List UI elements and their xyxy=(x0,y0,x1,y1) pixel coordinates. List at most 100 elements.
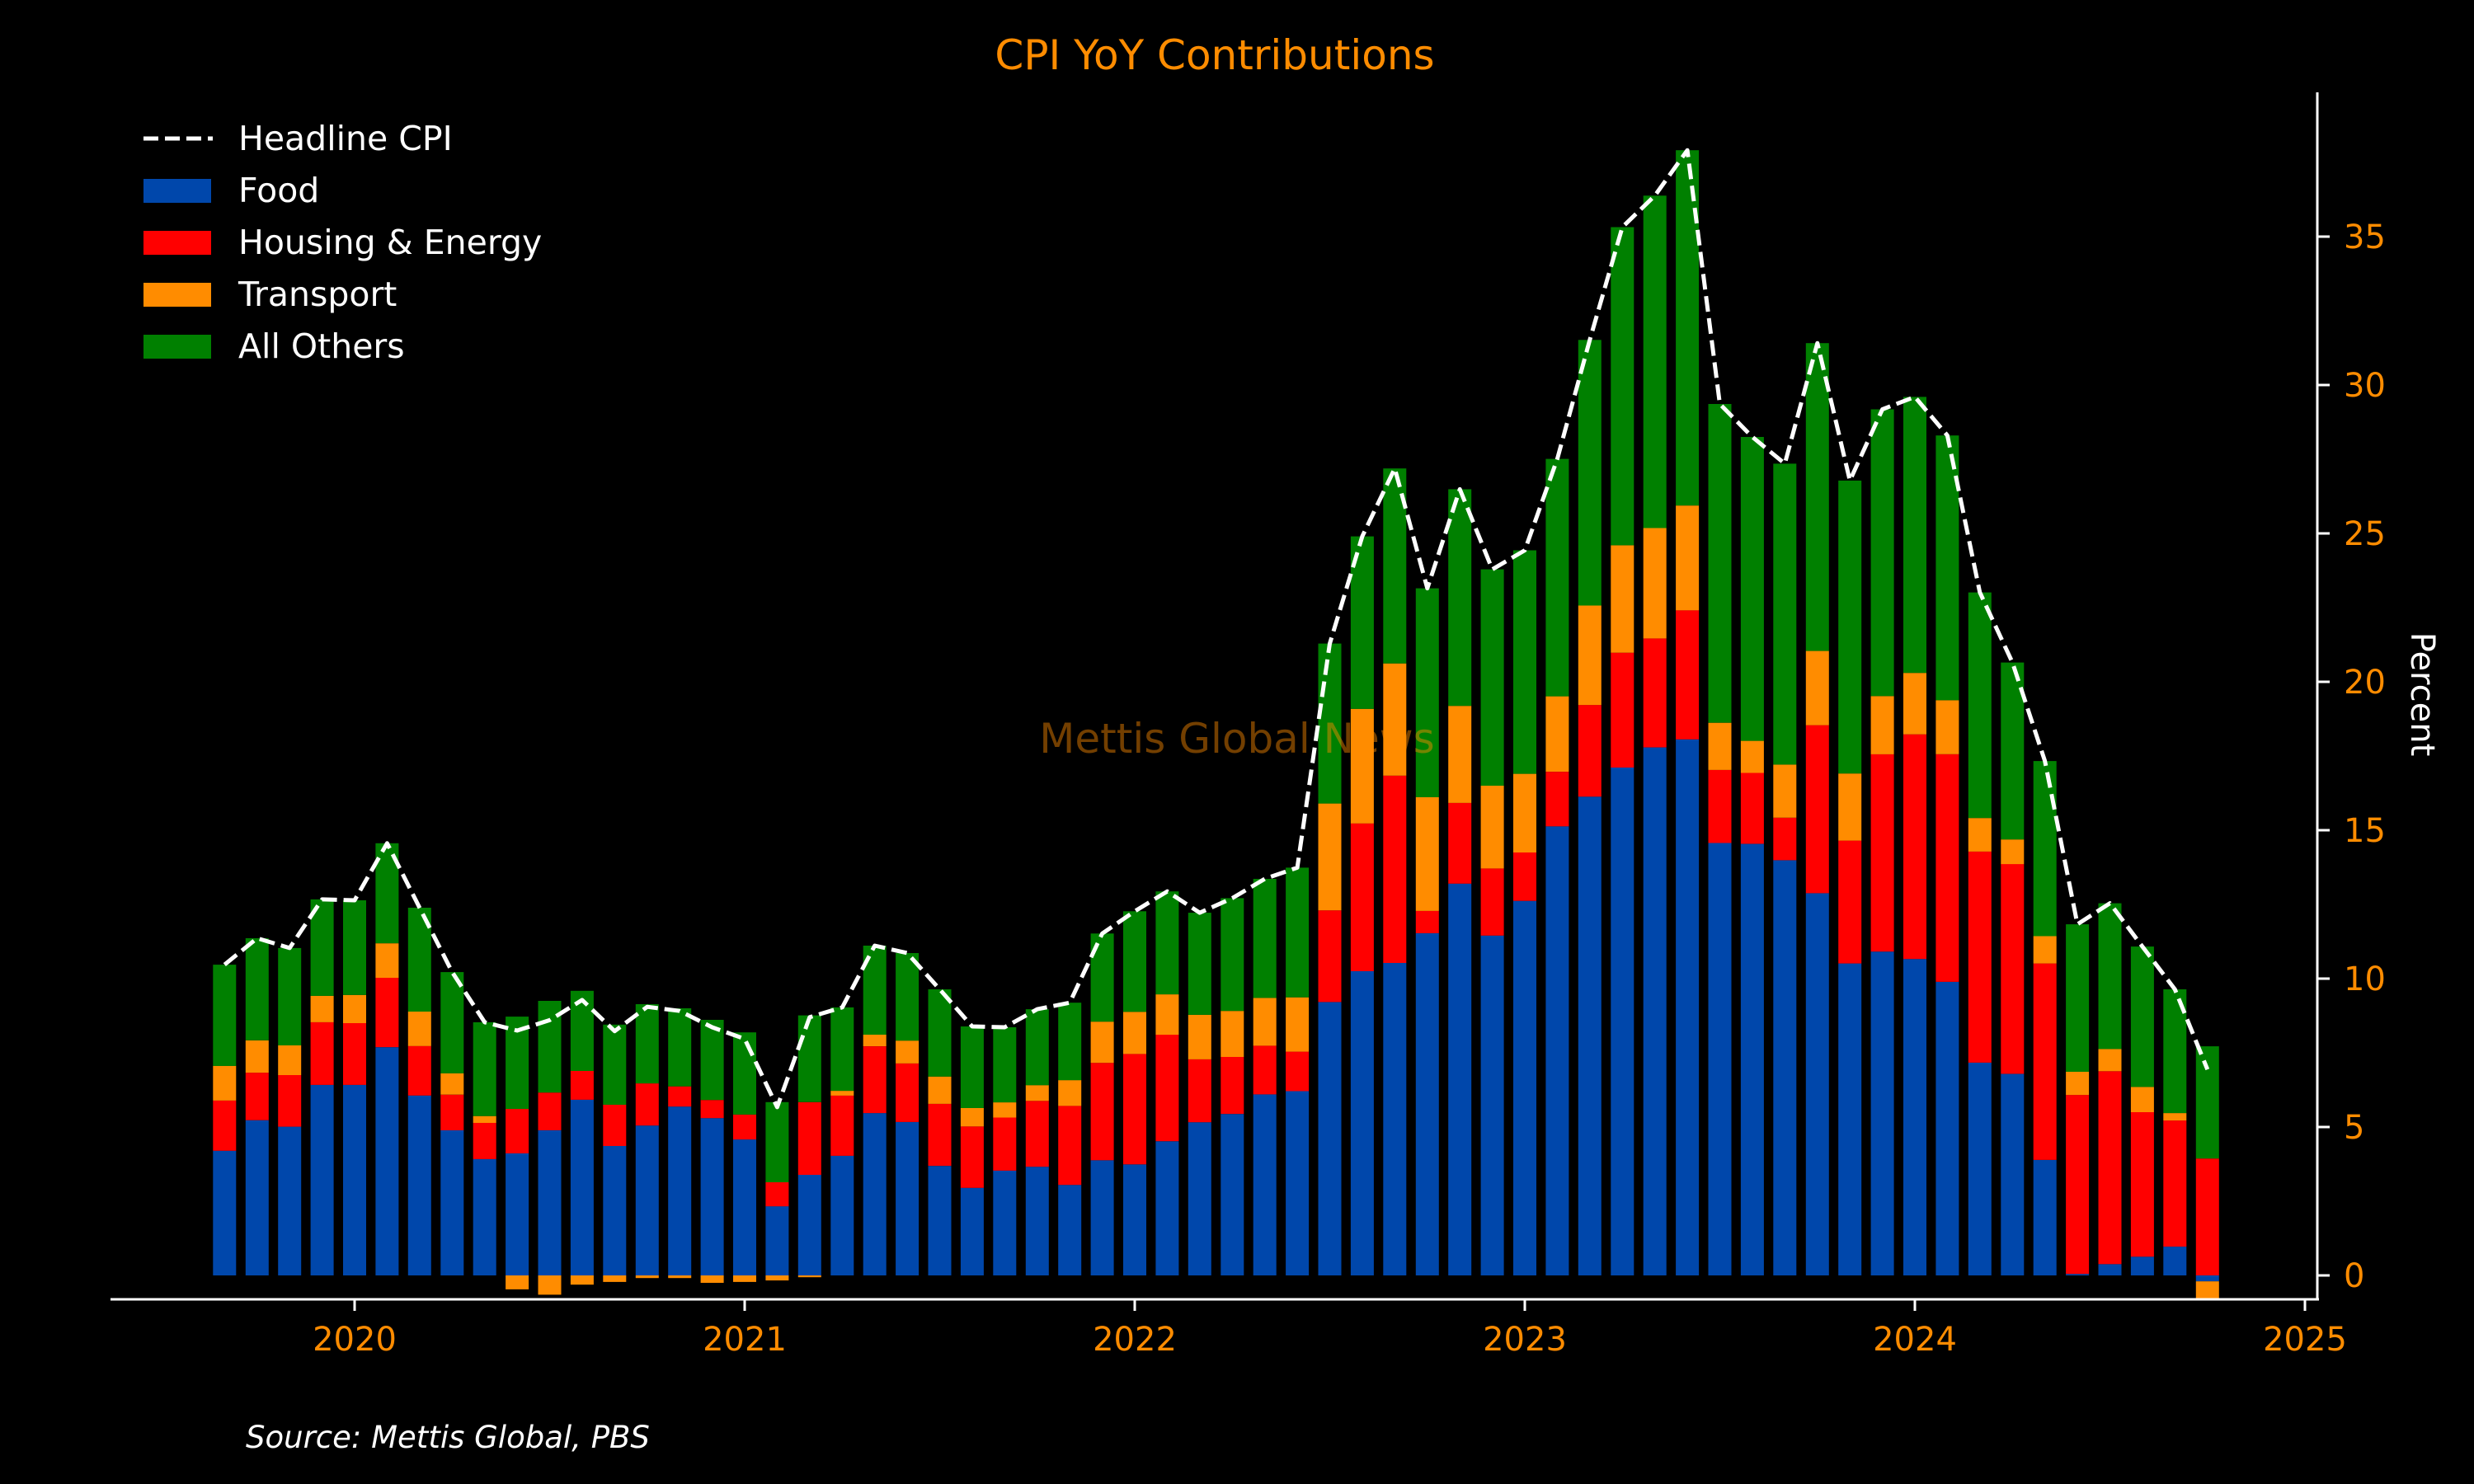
bar-food-2023-08 xyxy=(1740,843,1764,1275)
bar-housing-energy-2023-06 xyxy=(1676,610,1700,740)
bar-transport-2023-05 xyxy=(1643,528,1667,639)
bar-stack-2023-08 xyxy=(1740,437,1764,1275)
x-axis-ticks: 2020 2021 2022 2023 2024 2025 xyxy=(313,1299,2347,1359)
bar-food-2023-03 xyxy=(1578,796,1602,1275)
bar-housing-energy-2022-05 xyxy=(1253,1045,1277,1095)
bar-food-2020-02 xyxy=(375,1047,399,1275)
y-tick-label-5: 5 xyxy=(2344,1109,2364,1147)
bar-housing-energy-2022-07 xyxy=(1318,910,1342,1003)
bar-all-others-2021-03 xyxy=(797,1015,821,1102)
bar-stack-2024-03 xyxy=(1968,592,1992,1275)
bar-food-2024-03 xyxy=(1968,1062,1992,1275)
x-tick-label-2020: 2020 xyxy=(313,1321,397,1359)
bar-stack-2024-08 xyxy=(2130,946,2154,1275)
bar-stack-2020-03 xyxy=(407,908,431,1275)
bar-food-2023-01 xyxy=(1513,900,1536,1275)
bar-housing-energy-2021-08 xyxy=(960,1126,984,1188)
bar-all-others-2020-04 xyxy=(440,972,464,1073)
bar-housing-energy-2021-10 xyxy=(1025,1101,1049,1167)
bar-all-others-2021-11 xyxy=(1058,1003,1082,1081)
bar-stack-2022-04 xyxy=(1221,898,1244,1275)
bar-stack-2022-03 xyxy=(1188,913,1211,1275)
bar-food-2022-04 xyxy=(1221,1114,1244,1275)
bar-food-2020-08 xyxy=(570,1099,594,1275)
bar-food-2021-02 xyxy=(765,1206,789,1275)
bar-transport-2021-11 xyxy=(1058,1080,1082,1106)
bar-all-others-2023-11 xyxy=(1838,480,1862,774)
bar-housing-energy-2023-10 xyxy=(1805,725,1829,894)
bar-food-2021-11 xyxy=(1058,1185,1082,1275)
bar-all-others-2023-12 xyxy=(1870,409,1894,697)
bar-transport-2024-03 xyxy=(1968,818,1992,852)
bar-housing-energy-2024-06 xyxy=(2066,1095,2090,1275)
bar-stack-2023-11 xyxy=(1838,480,1862,1275)
bar-transport-2023-02 xyxy=(1545,696,1569,772)
bar-transport-2021-12 xyxy=(1090,1021,1114,1064)
bar-stack-2019-09 xyxy=(213,965,237,1275)
bar-transport-2023-03 xyxy=(1578,605,1602,706)
bar-all-others-2024-01 xyxy=(1903,397,1926,674)
bar-housing-energy-2022-08 xyxy=(1350,823,1374,971)
bar-transport-2022-10 xyxy=(1415,797,1439,911)
bar-food-2024-06 xyxy=(2066,1274,2090,1275)
bar-food-2020-06 xyxy=(506,1153,529,1275)
bar-all-others-2024-08 xyxy=(2130,946,2154,1087)
bar-stack-2024-06 xyxy=(2066,924,2090,1275)
bar-transport-2023-11 xyxy=(1838,773,1862,841)
bar-transport-2020-12 xyxy=(700,1275,724,1283)
bar-stack-2022-02 xyxy=(1155,891,1179,1275)
bar-stack-2023-02 xyxy=(1545,458,1569,1275)
bar-food-2023-06 xyxy=(1676,739,1700,1275)
bar-housing-energy-2024-09 xyxy=(2163,1120,2187,1247)
bar-all-others-2022-01 xyxy=(1123,911,1146,1012)
bar-stack-2020-05 xyxy=(473,1021,496,1275)
bar-housing-energy-2023-09 xyxy=(1773,817,1797,861)
bar-housing-energy-2021-07 xyxy=(928,1103,952,1167)
bar-food-2022-01 xyxy=(1123,1164,1146,1275)
bar-transport-2023-06 xyxy=(1676,505,1700,611)
bar-housing-energy-2020-12 xyxy=(700,1100,724,1119)
bar-housing-energy-2022-01 xyxy=(1123,1054,1146,1165)
bar-all-others-2023-09 xyxy=(1773,463,1797,765)
bar-housing-energy-2022-12 xyxy=(1480,868,1504,936)
bar-transport-2022-02 xyxy=(1155,994,1179,1036)
legend-item-transport: Transport xyxy=(143,275,397,314)
bar-housing-energy-2021-01 xyxy=(733,1114,756,1140)
watermark-layer: Mettis Global News xyxy=(1039,715,1434,763)
bar-all-others-2024-10 xyxy=(2195,1046,2219,1159)
bar-all-others-2021-10 xyxy=(1025,1009,1049,1086)
bar-food-2024-07 xyxy=(2098,1264,2122,1275)
bar-stack-2021-06 xyxy=(896,953,920,1275)
bar-all-others-2019-11 xyxy=(278,947,302,1045)
bar-housing-energy-2024-08 xyxy=(2130,1112,2154,1257)
bar-transport-2022-04 xyxy=(1221,1011,1244,1057)
bar-food-2024-02 xyxy=(1935,982,1959,1275)
bar-stack-2020-01 xyxy=(343,900,366,1275)
bar-housing-energy-2024-01 xyxy=(1903,734,1926,960)
bar-all-others-2021-06 xyxy=(896,953,920,1041)
bar-all-others-2023-02 xyxy=(1545,458,1569,697)
x-tick-label-2021: 2021 xyxy=(703,1321,787,1359)
bar-transport-2021-06 xyxy=(896,1040,920,1064)
bar-food-2022-08 xyxy=(1350,971,1374,1275)
bar-transport-2021-07 xyxy=(928,1076,952,1104)
legend-swatch-housing-energy xyxy=(143,231,211,255)
y-axis-label: Percent xyxy=(2403,632,2441,757)
bar-housing-energy-2024-07 xyxy=(2098,1071,2122,1265)
bar-housing-energy-2020-10 xyxy=(635,1083,659,1126)
legend: Headline CPI Food Housing & Energy Transpor… xyxy=(143,119,542,366)
bar-housing-energy-2023-08 xyxy=(1740,773,1764,844)
source-note: Source: Mettis Global, PBS xyxy=(246,1420,650,1455)
bar-food-2024-10 xyxy=(2195,1275,2219,1282)
bar-housing-energy-2021-05 xyxy=(863,1046,887,1114)
bar-stack-2023-12 xyxy=(1870,409,1894,1275)
bar-transport-2020-06 xyxy=(506,1275,529,1289)
bar-transport-2022-11 xyxy=(1448,706,1472,803)
bar-stack-2022-07 xyxy=(1318,643,1342,1275)
bar-transport-2024-06 xyxy=(2066,1072,2090,1096)
bar-food-2023-10 xyxy=(1805,893,1829,1275)
bar-food-2023-07 xyxy=(1708,843,1732,1275)
bar-transport-2024-02 xyxy=(1935,700,1959,754)
bar-transport-2019-09 xyxy=(213,1065,237,1101)
bar-housing-energy-2021-03 xyxy=(797,1101,821,1175)
